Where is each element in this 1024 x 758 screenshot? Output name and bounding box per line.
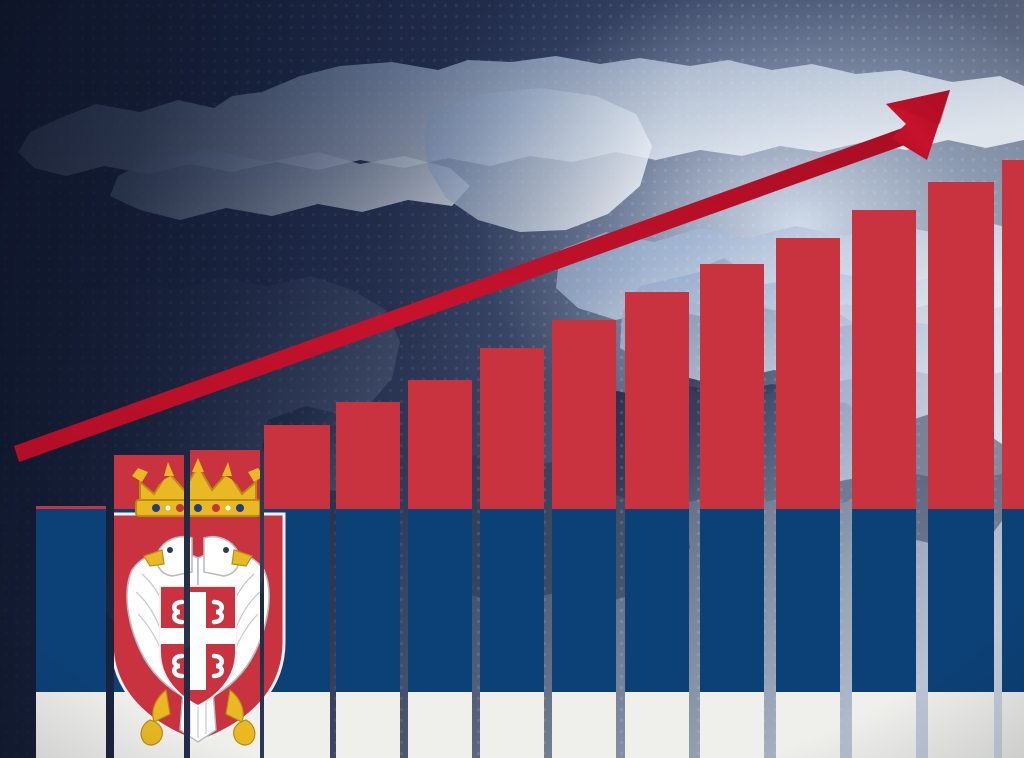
chart-image (0, 0, 1024, 758)
vignette-overlay (0, 0, 1024, 758)
